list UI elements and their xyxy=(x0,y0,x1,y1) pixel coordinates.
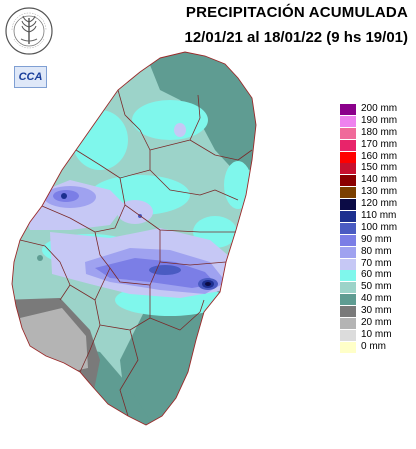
legend-label: 50 mm xyxy=(361,281,392,293)
legend-swatch xyxy=(340,175,356,187)
map-title: PRECIPITACIÓN ACUMULADA xyxy=(185,4,408,21)
wheat-seal-icon xyxy=(5,7,53,55)
legend-swatch xyxy=(340,318,356,330)
legend-label: 120 mm xyxy=(361,198,398,210)
legend-swatch xyxy=(340,139,356,151)
legend-swatch xyxy=(340,294,356,306)
legend-label: 30 mm xyxy=(361,305,392,317)
legend-label: 0 mm xyxy=(361,340,386,352)
legend-label: 170 mm xyxy=(361,138,398,150)
legend-swatch xyxy=(340,187,356,199)
legend-label: 10 mm xyxy=(361,328,392,340)
legend-label: 140 mm xyxy=(361,174,398,186)
legend-swatch xyxy=(340,246,356,258)
legend-swatch xyxy=(340,306,356,318)
legend-label: 70 mm xyxy=(361,257,392,269)
legend-label: 110 mm xyxy=(361,210,397,222)
legend-label: 20 mm xyxy=(361,317,392,329)
legend-swatch xyxy=(340,258,356,270)
map-period: 12/01/21 al 18/01/22 (9 hs 19/01) xyxy=(184,29,409,46)
legend-swatch xyxy=(340,163,356,175)
legend-swatch xyxy=(340,282,356,294)
province-outline xyxy=(11,51,257,426)
map-title-block: PRECIPITACIÓN ACUMULADA 12/01/21 al 18/0… xyxy=(185,4,409,46)
legend-label: 60 mm xyxy=(361,269,392,281)
legend-swatch xyxy=(340,115,356,127)
legend-label: 150 mm xyxy=(361,162,398,174)
legend-swatch xyxy=(340,341,356,353)
legend-label: 90 mm xyxy=(361,233,392,245)
legend-label: 180 mm xyxy=(361,126,398,138)
legend-swatch xyxy=(340,104,356,115)
legend-swatch xyxy=(340,234,356,246)
legend-swatch xyxy=(340,222,356,234)
legend-swatch xyxy=(340,151,356,163)
legend-label: 200 mm xyxy=(361,103,398,114)
legend-label: 130 mm xyxy=(361,186,398,198)
legend-label: 160 mm xyxy=(361,150,398,162)
legend-label: 100 mm xyxy=(361,221,398,233)
cca-badge: CCA xyxy=(14,66,47,88)
legend-swatch xyxy=(340,329,356,341)
legend-swatch xyxy=(340,127,356,139)
legend-swatch xyxy=(340,270,356,282)
legend-swatch xyxy=(340,199,356,211)
legend-label: 40 mm xyxy=(361,293,392,305)
legend-label: 190 mm xyxy=(361,114,398,126)
legend-swatch xyxy=(340,211,356,223)
department-boundaries xyxy=(19,89,253,417)
legend-label: 80 mm xyxy=(361,245,392,257)
